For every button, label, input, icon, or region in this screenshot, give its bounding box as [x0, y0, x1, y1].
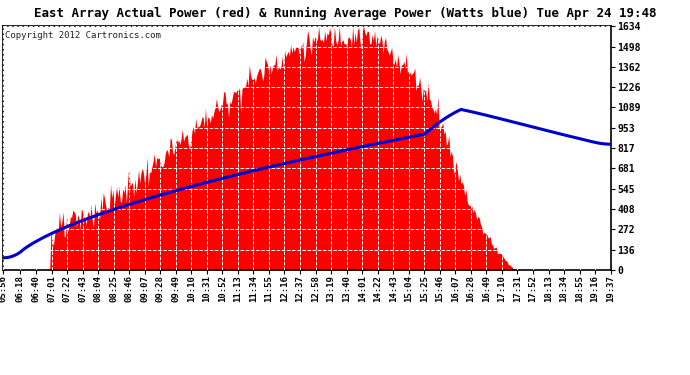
Text: Copyright 2012 Cartronics.com: Copyright 2012 Cartronics.com [5, 31, 161, 40]
Text: East Array Actual Power (red) & Running Average Power (Watts blue) Tue Apr 24 19: East Array Actual Power (red) & Running … [34, 7, 656, 20]
